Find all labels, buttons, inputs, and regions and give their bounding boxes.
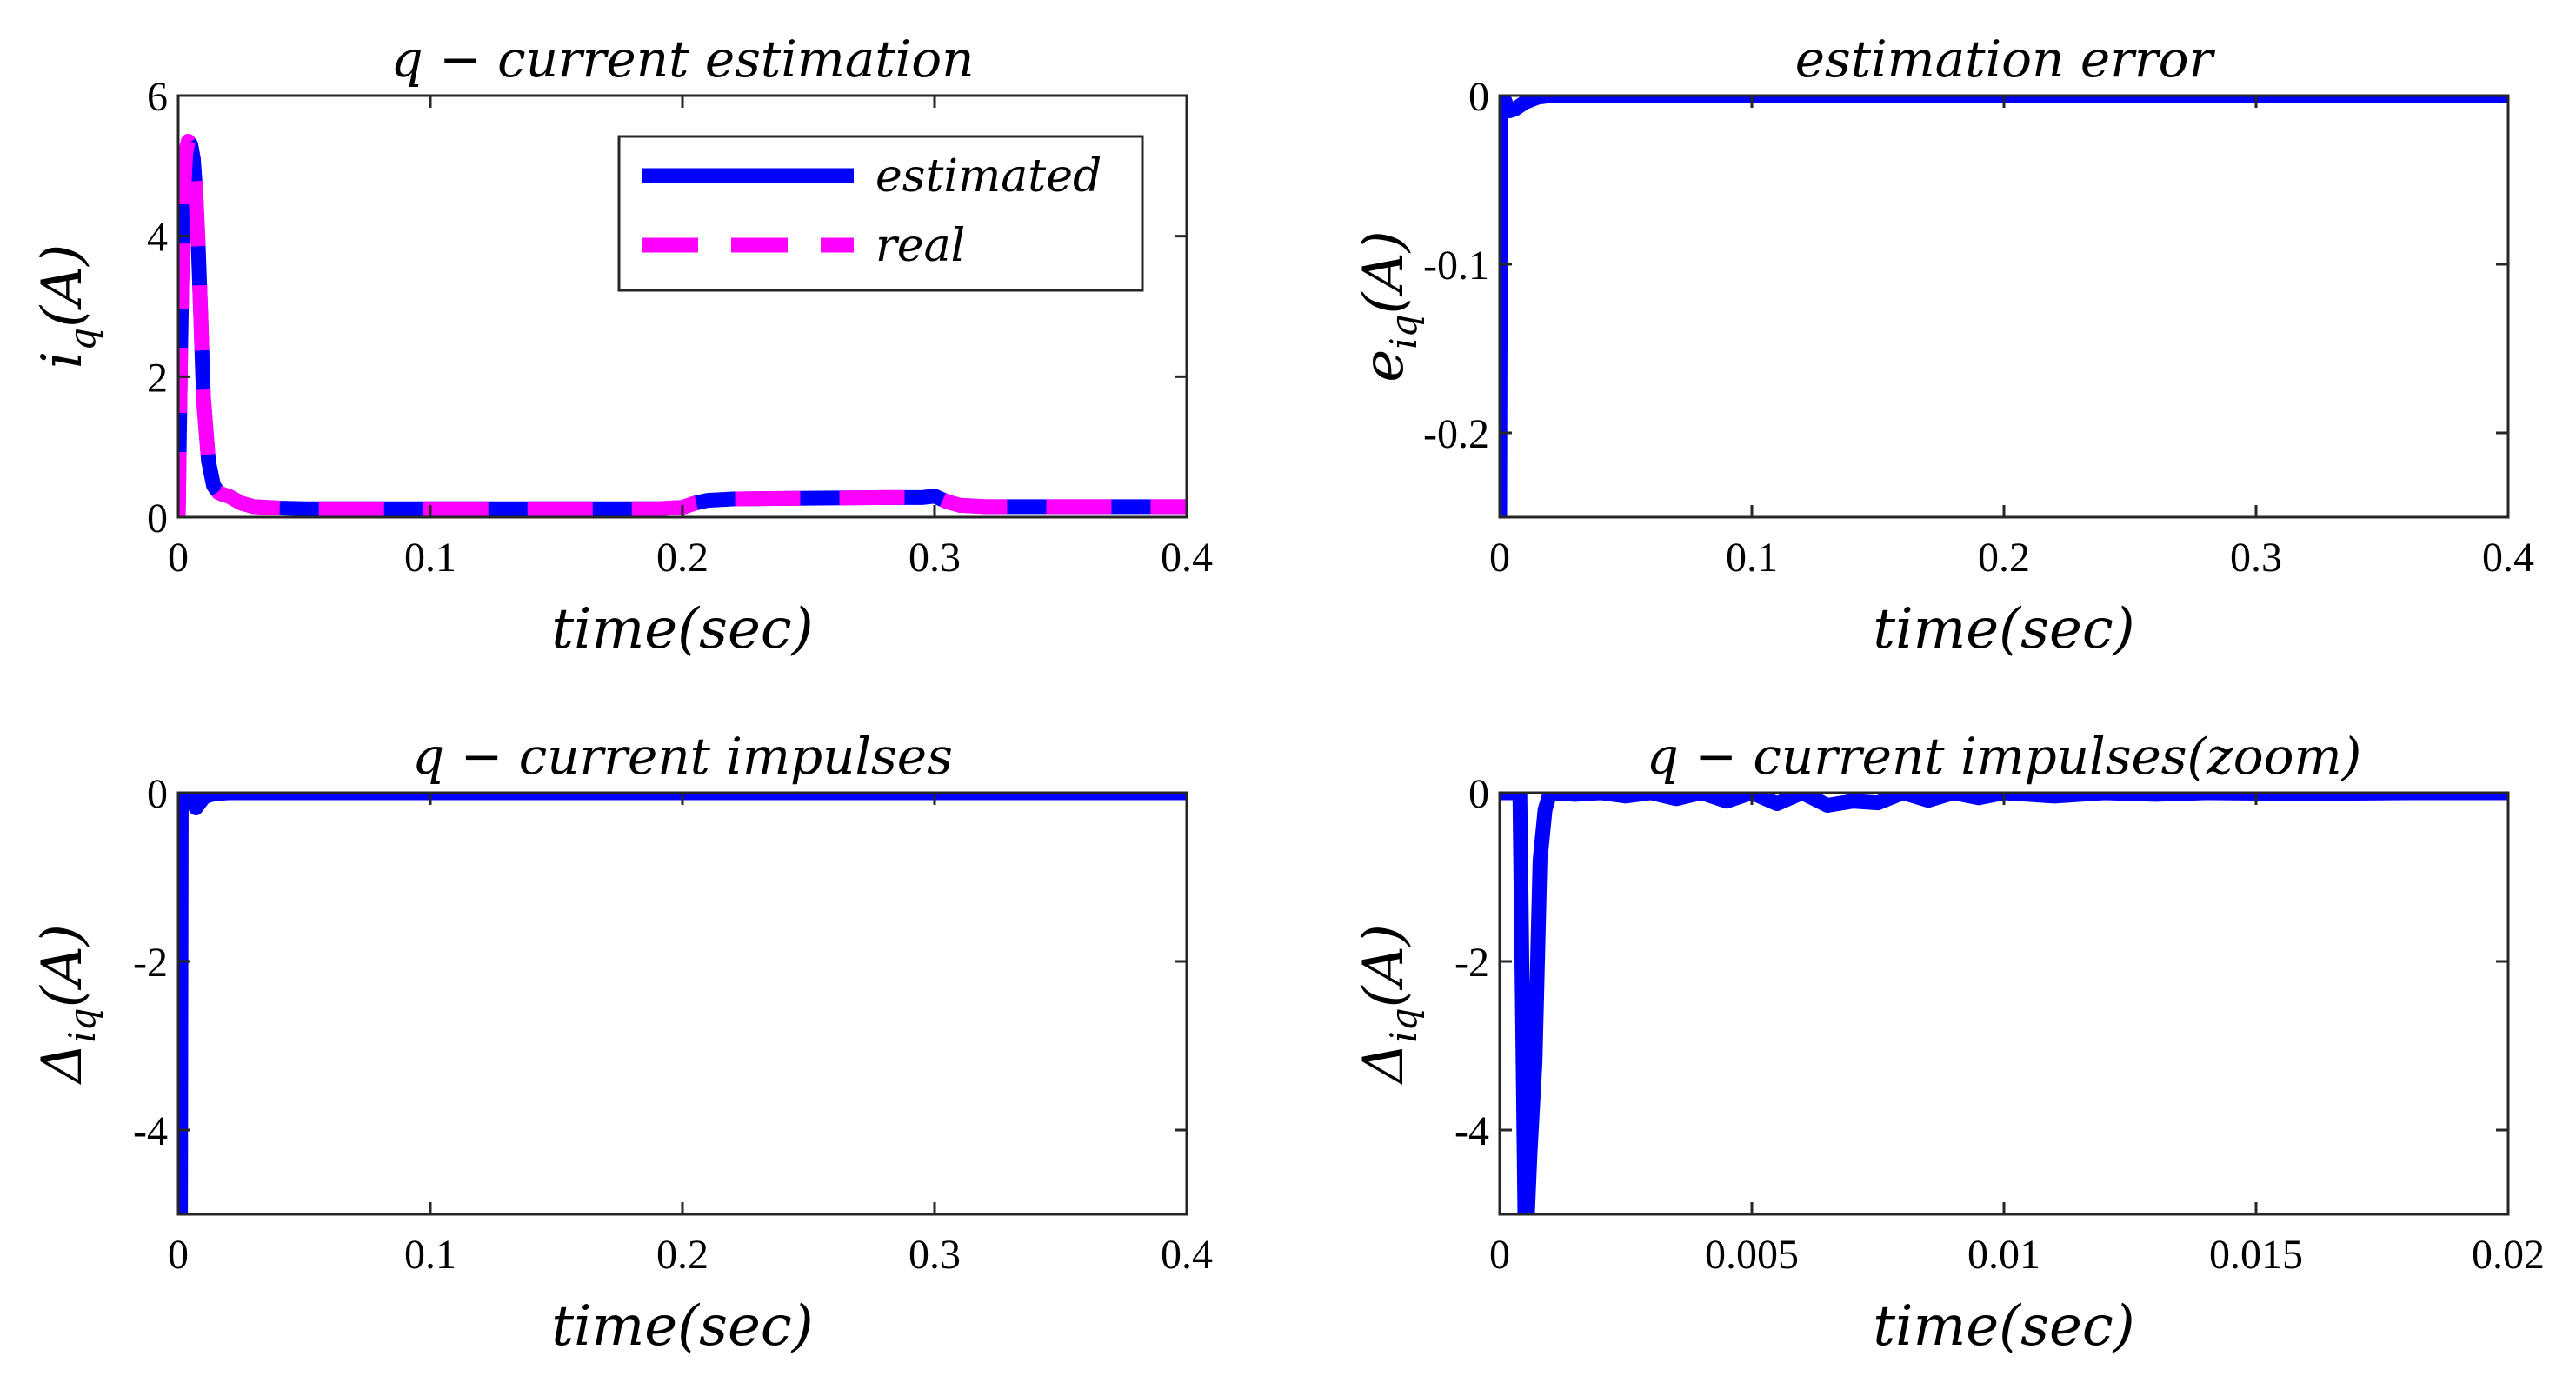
series-line-impulses-zoom <box>1500 793 2508 1214</box>
y-axis-label: eiq(A) <box>1352 230 1425 382</box>
y-tick-label: -2 <box>1454 940 1489 986</box>
y-axis-label: iq(A) <box>30 244 103 369</box>
series-line-real <box>178 134 1187 517</box>
y-tick-label: 0 <box>147 495 168 542</box>
y-tick-label: 2 <box>147 355 168 401</box>
legend-box <box>617 135 1144 292</box>
panel-q-current-impulses-zoom: 0 0.005 0.01 0.015 0.02 0 -2 -4 q − current impu… <box>1352 727 2545 1359</box>
y-tick-label: -2 <box>133 940 168 986</box>
x-tick-label: 0.02 <box>2472 1232 2545 1278</box>
x-axis-label: time(sec) <box>1873 597 2134 661</box>
x-tick-label: 0.1 <box>1726 535 1778 581</box>
x-tick-label: 0.005 <box>1705 1232 1799 1278</box>
y-label-unit: (A) <box>30 924 95 1007</box>
panel-estimation-error: 0 0.1 0.2 0.3 0.4 0 -0.1 -0.2 estimation error ti… <box>1352 30 2534 661</box>
x-tick-label: 0 <box>1489 535 1510 581</box>
x-tick-label: 0.1 <box>404 535 456 581</box>
panel-q-current-estimation: 0 0.1 0.2 0.3 0.4 0 2 4 6 q − current estimation t… <box>30 30 1213 661</box>
y-tick-label: 0 <box>1468 771 1489 817</box>
y-tick-label: -4 <box>133 1108 168 1154</box>
y-tick-label: -0.1 <box>1423 243 1489 289</box>
y-label-main: i <box>30 351 95 369</box>
x-tick-label: 0.015 <box>2209 1232 2303 1278</box>
legend-entry-estimated: estimated <box>875 150 1102 203</box>
plot-area <box>1500 96 2508 517</box>
x-tick-label: 0.4 <box>2482 535 2534 581</box>
x-axis-label: time(sec) <box>551 597 813 661</box>
chart-title: q − current impulses <box>412 727 953 786</box>
plot-area <box>178 793 1187 1214</box>
x-axis-label: time(sec) <box>1873 1294 2134 1359</box>
y-label-subscript: iq <box>1382 314 1425 349</box>
y-label-main: Δ <box>1352 1043 1416 1086</box>
series-line-error <box>1500 96 2508 517</box>
chart-title: q − current impulses(zoom) <box>1647 727 2361 786</box>
x-tick-label: 0.2 <box>656 535 709 581</box>
y-tick-label: 0 <box>1468 74 1489 120</box>
y-tick-label: 0 <box>147 771 168 817</box>
y-label-main: e <box>1352 349 1416 382</box>
legend: estimated real <box>617 135 1144 292</box>
y-axis-label: Δiq(A) <box>30 924 103 1086</box>
plot-area <box>1500 793 2508 1214</box>
y-axis-label: Δiq(A) <box>1352 924 1425 1086</box>
y-tick-label: -0.2 <box>1423 411 1489 457</box>
x-tick-label: 0.4 <box>1161 1232 1213 1278</box>
x-tick-label: 0.1 <box>404 1232 456 1278</box>
y-tick-label: 4 <box>147 215 168 261</box>
x-tick-label: 0.2 <box>656 1232 709 1278</box>
x-tick-label: 0.3 <box>2230 535 2282 581</box>
y-label-unit: (A) <box>1352 924 1416 1007</box>
x-tick-label: 0 <box>1489 1232 1510 1278</box>
y-tick-label: -4 <box>1454 1108 1489 1154</box>
x-tick-label: 0.3 <box>909 535 961 581</box>
y-label-subscript: iq <box>1382 1007 1425 1042</box>
chart-title: q − current estimation <box>391 30 975 89</box>
y-label-unit: (A) <box>1352 230 1416 314</box>
panel-q-current-impulses: 0 0.1 0.2 0.3 0.4 0 -2 -4 q − current impulses ti… <box>30 727 1213 1359</box>
y-label-main: Δ <box>30 1043 95 1086</box>
y-tick-label: 6 <box>147 74 168 120</box>
chart-title: estimation error <box>1795 30 2216 89</box>
x-tick-label: 0.4 <box>1161 535 1213 581</box>
x-tick-label: 0.3 <box>909 1232 961 1278</box>
legend-entry-real: real <box>875 220 965 272</box>
x-axis-label: time(sec) <box>551 1294 813 1359</box>
x-tick-label: 0 <box>168 1232 189 1278</box>
x-tick-label: 0 <box>168 535 189 581</box>
x-tick-label: 0.01 <box>1967 1232 2040 1278</box>
y-label-subscript: q <box>61 328 103 351</box>
x-tick-label: 0.2 <box>1978 535 2030 581</box>
y-label-unit: (A) <box>30 244 95 328</box>
y-label-subscript: iq <box>61 1007 103 1042</box>
